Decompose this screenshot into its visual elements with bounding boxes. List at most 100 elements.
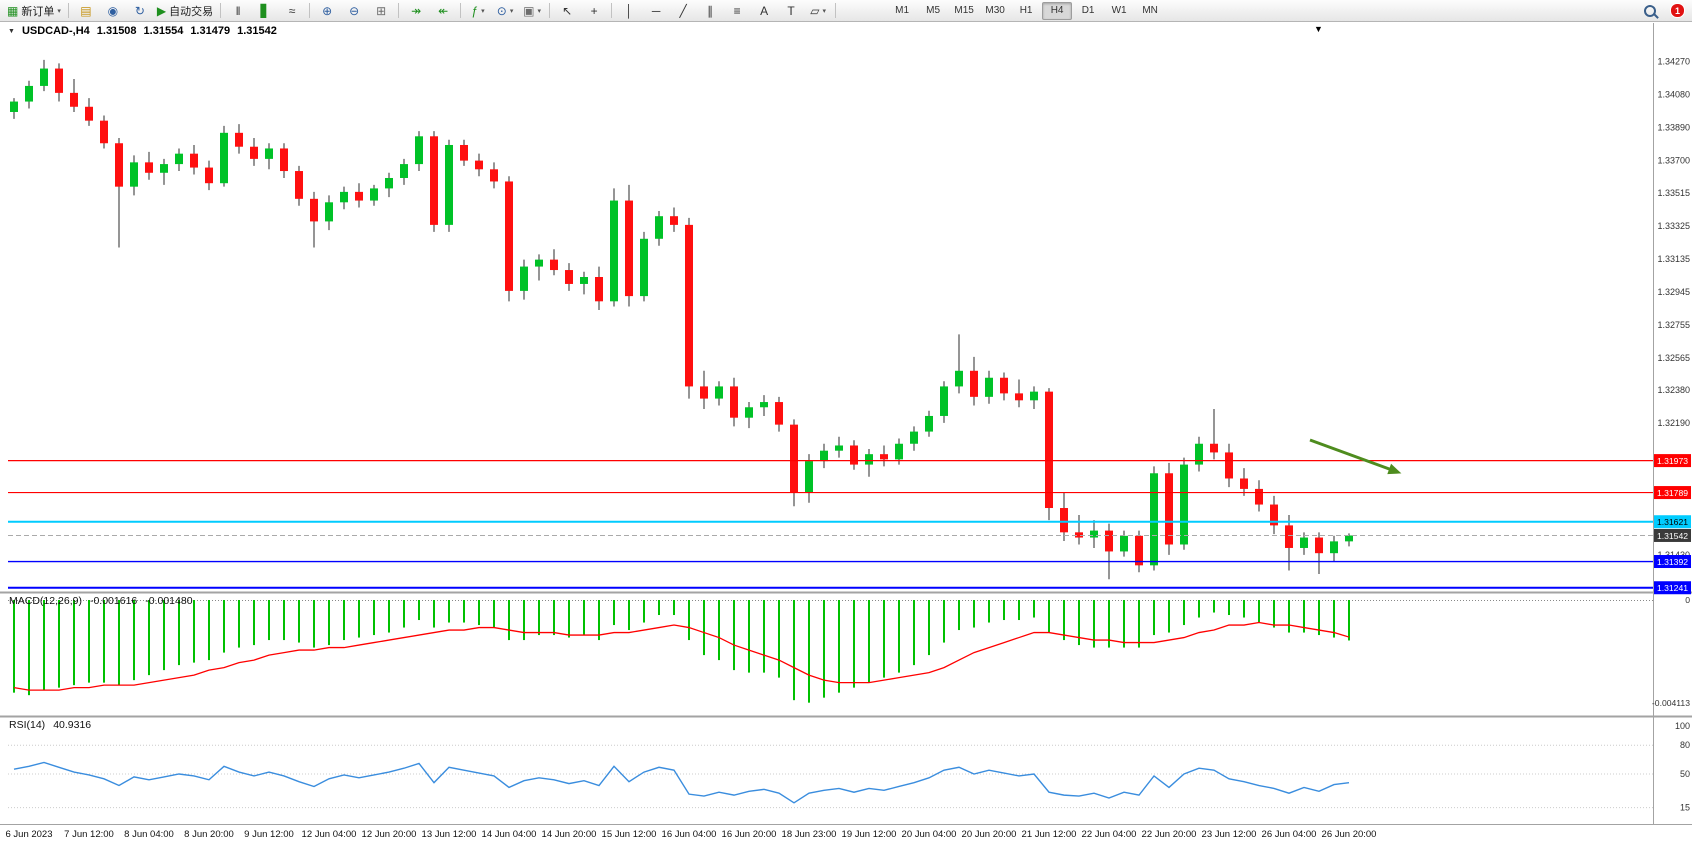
- text-tool-button[interactable]: A: [751, 2, 777, 20]
- data-window-icon: ◉: [107, 3, 119, 18]
- line-chart-button[interactable]: ≈: [279, 2, 305, 20]
- horizontal-line-button[interactable]: ─: [643, 2, 669, 20]
- templates-button[interactable]: ▣ ▾: [519, 2, 545, 20]
- candle-body: [865, 454, 873, 465]
- timeframe-d1-button[interactable]: D1: [1081, 5, 1095, 16]
- time-axis-label: 15 Jun 12:00: [602, 829, 657, 840]
- candle-body: [190, 153, 198, 168]
- chart-shift-button[interactable]: ↞: [430, 2, 456, 20]
- indicators-button[interactable]: ƒ ▾: [465, 2, 491, 20]
- price-tag: [1654, 528, 1691, 542]
- price-tag: [1654, 486, 1691, 500]
- fibonacci-button[interactable]: ≡: [724, 2, 750, 20]
- candle-body: [415, 136, 423, 165]
- candle-body: [1345, 535, 1353, 542]
- macd-name-label: MACD(12,26,9): [9, 595, 82, 607]
- search-button[interactable]: [1637, 2, 1663, 20]
- periods-button[interactable]: ⊙ ▾: [492, 2, 518, 20]
- templates-icon: ▣: [523, 3, 535, 18]
- timeframe-h4-button[interactable]: H4: [1042, 1, 1073, 20]
- new-order-button[interactable]: ▦ 新订单 ▾: [4, 2, 64, 20]
- candle-body: [1300, 537, 1308, 548]
- time-axis-label: 8 Jun 20:00: [184, 829, 234, 840]
- fibonacci-icon: ≡: [733, 3, 741, 18]
- candle-body: [1000, 377, 1008, 394]
- macd-signal-line: [13, 621, 1350, 691]
- bars-chart-button[interactable]: ‖: [225, 2, 251, 20]
- candle-body: [85, 106, 93, 121]
- candle-body: [1315, 537, 1323, 554]
- navigator-button[interactable]: ↻: [127, 2, 153, 20]
- candle-body: [400, 164, 408, 178]
- candle-body: [1135, 535, 1143, 566]
- candle-body: [460, 144, 468, 161]
- navigator-icon: ↻: [134, 3, 145, 18]
- time-axis-label: 13 Jun 12:00: [422, 829, 477, 840]
- auto-trading-button[interactable]: ▶ 自动交易: [154, 2, 216, 20]
- price-axis-label: 1.33325: [1657, 221, 1690, 231]
- collapse-arrow-icon[interactable]: ▼: [8, 27, 15, 35]
- candle-body: [1330, 541, 1338, 554]
- candle-body: [730, 386, 738, 418]
- panel-collapse-arrow-icon[interactable]: ▼: [1314, 24, 1323, 34]
- candle-body: [1120, 535, 1128, 552]
- candle-body: [1210, 443, 1218, 453]
- toolbar-separator: [835, 3, 837, 18]
- candle-body: [1090, 530, 1098, 538]
- timeframe-m5-button[interactable]: M5: [926, 5, 941, 16]
- time-axis-label: 14 Jun 04:00: [482, 829, 537, 840]
- shapes-icon: ▱: [810, 3, 820, 18]
- candle-body: [835, 445, 843, 451]
- candle-body: [535, 259, 543, 267]
- timeframe-h1-button[interactable]: H1: [1019, 5, 1033, 16]
- crosshair-button[interactable]: +: [581, 2, 607, 20]
- price-axis-label: 1.32945: [1657, 287, 1690, 297]
- price-tag-label: 1.31789: [1657, 488, 1688, 498]
- candle-body: [1270, 504, 1278, 526]
- candle-body: [565, 270, 573, 284]
- cursor-button[interactable]: ↖: [554, 2, 580, 20]
- candle-body: [940, 386, 948, 416]
- chart-header: ▼ USDCAD-,H4 1.31508 1.31554 1.31479 1.3…: [8, 25, 277, 37]
- timeframe-m15-button[interactable]: M15: [954, 5, 974, 16]
- candle-body: [10, 101, 18, 112]
- candle-body: [910, 431, 918, 444]
- zoom-in-button[interactable]: ⊕: [314, 2, 340, 20]
- rsi-axis-label: 80: [1680, 740, 1690, 750]
- candle-body: [640, 238, 648, 297]
- time-axis-label: 20 Jun 20:00: [962, 829, 1017, 840]
- zoom-out-icon: ⊖: [349, 3, 360, 18]
- candle-body: [1060, 508, 1068, 533]
- trend-arrow-line: [1309, 438, 1393, 472]
- tile-windows-button[interactable]: ⊞: [368, 2, 394, 20]
- timeframe-m1-button[interactable]: M1: [895, 5, 910, 16]
- open-value: 1.31508: [96, 25, 137, 37]
- market-watch-button[interactable]: ▤: [73, 2, 99, 20]
- auto-scroll-button[interactable]: ↠: [403, 2, 429, 20]
- channel-button[interactable]: ∥: [697, 2, 723, 20]
- candle-body: [790, 424, 798, 493]
- time-axis-label: 26 Jun 20:00: [1322, 829, 1377, 840]
- time-axis-label: 18 Jun 23:00: [782, 829, 837, 840]
- chevron-down-icon: ▾: [822, 7, 826, 15]
- shapes-button[interactable]: ▱ ▾: [805, 2, 831, 20]
- candle-body: [490, 169, 498, 182]
- zoom-out-button[interactable]: ⊖: [341, 2, 367, 20]
- candles-chart-button[interactable]: ▋: [252, 2, 278, 20]
- label-tool-button[interactable]: T: [778, 2, 804, 20]
- trendline-button[interactable]: ╱: [670, 2, 696, 20]
- candle-body: [655, 216, 663, 239]
- data-window-button[interactable]: ◉: [100, 2, 126, 20]
- vertical-line-button[interactable]: │: [616, 2, 642, 20]
- timeframe-mn-button[interactable]: MN: [1142, 5, 1158, 16]
- time-axis-label: 21 Jun 12:00: [1022, 829, 1077, 840]
- candle-body: [475, 160, 483, 170]
- label-tool-icon: T: [787, 3, 795, 18]
- notification-badge[interactable]: 1: [1670, 3, 1685, 18]
- candle-body: [820, 450, 828, 462]
- candle-body: [145, 162, 153, 173]
- timeframe-m30-button[interactable]: M30: [985, 5, 1005, 16]
- timeframe-w1-button[interactable]: W1: [1111, 5, 1127, 16]
- candle-body: [235, 132, 243, 147]
